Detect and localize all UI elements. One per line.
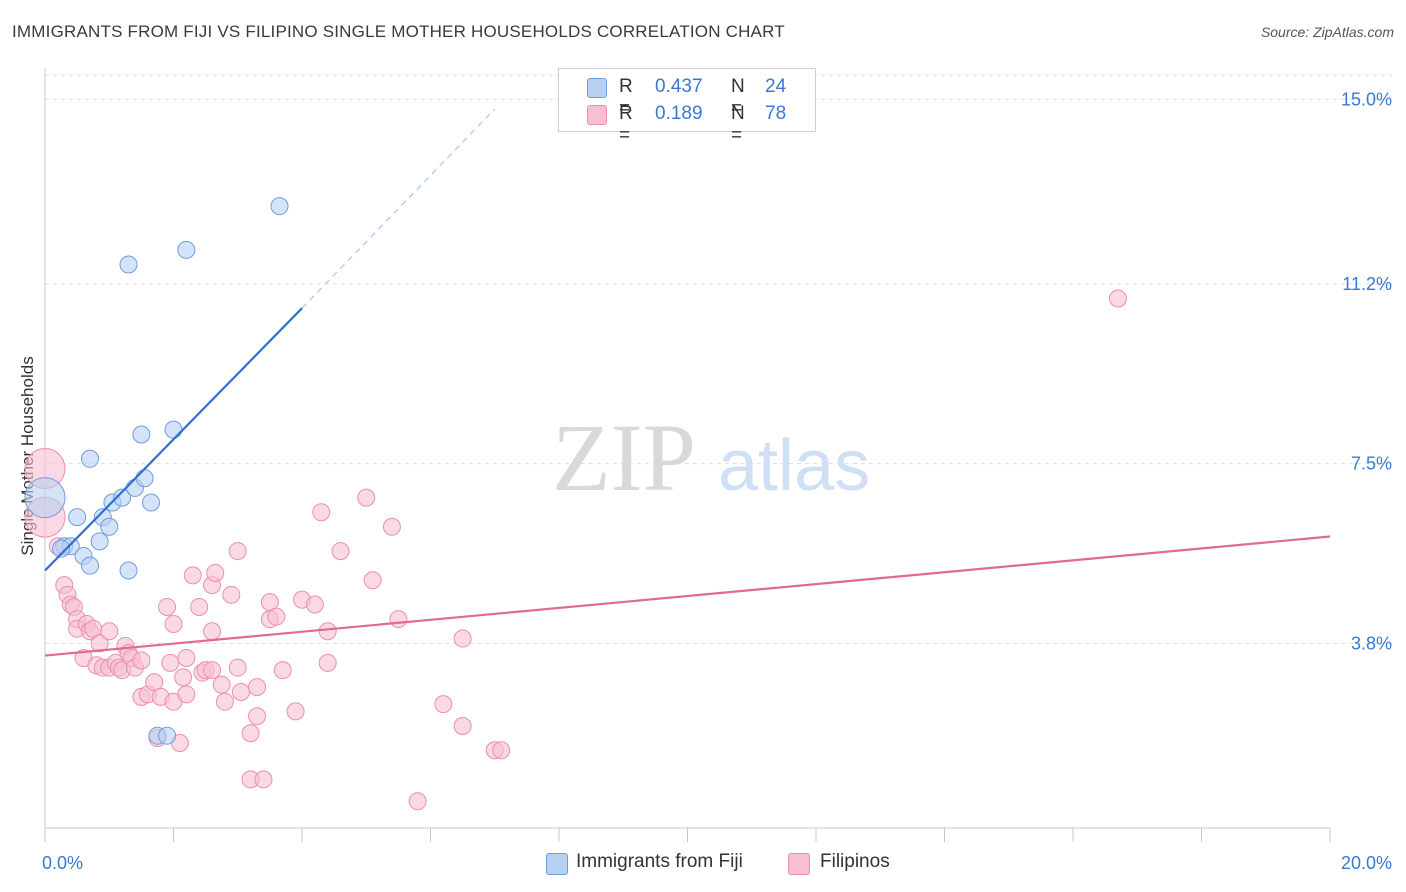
fiji-point: [119, 561, 138, 580]
filipino-point: [231, 682, 250, 701]
fiji-point: [164, 420, 183, 439]
filipino-point: [203, 622, 222, 641]
filipino-point: [363, 571, 382, 590]
filipino-point: [273, 661, 292, 680]
x-tick-labels: 0.0% 20.0%: [42, 853, 1392, 873]
x-tick-label: 20.0%: [1341, 853, 1392, 873]
filipino-point: [177, 685, 196, 704]
legend-r-label: R =: [619, 76, 633, 119]
y-tick-label: 11.2%: [1342, 274, 1392, 294]
fiji-point: [113, 488, 132, 507]
fiji-point: [119, 255, 138, 274]
filipino-point: [158, 597, 177, 616]
legend-n-value: 78: [765, 103, 787, 124]
bottom-legend-filipinos: Filipinos: [820, 851, 890, 872]
filipino-point: [492, 741, 511, 760]
filipinos-trend-line: [44, 535, 1331, 657]
filipino-point: [254, 770, 273, 789]
y-tick-label: 7.5%: [1351, 454, 1392, 474]
gridlines: [45, 74, 1392, 644]
filipinos-points: [24, 289, 1127, 811]
filipinos-swatch: [587, 105, 607, 125]
filipino-point: [203, 661, 222, 680]
legend-r-label: R =: [619, 103, 633, 146]
filipino-point: [132, 651, 151, 670]
filipino-point: [382, 517, 401, 536]
filipino-point: [453, 629, 472, 648]
filipino-point: [228, 658, 247, 677]
bottom-legend-fiji-swatch: [546, 853, 568, 875]
fiji-point: [158, 726, 177, 745]
filipino-point: [183, 566, 202, 585]
filipino-point: [357, 488, 376, 507]
filipino-point: [1108, 289, 1127, 308]
fiji-point: [68, 508, 87, 527]
filipino-point: [212, 675, 231, 694]
filipino-point: [408, 792, 427, 811]
y-tick-label: 15.0%: [1341, 89, 1392, 109]
y-tick-labels: 3.8% 7.5% 11.2% 15.0%: [1341, 89, 1392, 653]
source-label: Source: ZipAtlas.com: [1260, 24, 1394, 40]
filipino-point: [318, 622, 337, 641]
fiji-point: [80, 449, 99, 468]
fiji-trend-line: [44, 307, 303, 572]
legend-n-value: 24: [765, 76, 787, 97]
fiji-point: [80, 556, 99, 575]
fiji-points: [24, 197, 289, 745]
filipino-point: [312, 503, 331, 522]
fiji-point: [142, 493, 161, 512]
legend-n-label: N =: [731, 103, 745, 146]
filipino-point: [434, 695, 453, 714]
chart-title: IMMIGRANTS FROM FIJI VS FILIPINO SINGLE …: [12, 22, 785, 41]
fiji-point: [90, 532, 109, 551]
filipino-point: [177, 648, 196, 667]
filipino-point: [267, 607, 286, 626]
filipino-point: [228, 542, 247, 561]
legend-n-label: N =: [731, 76, 745, 119]
bottom-legend-filipinos-swatch: [788, 853, 810, 875]
watermark-zip: ZIP: [552, 404, 696, 511]
fiji-point: [24, 477, 66, 519]
x-tick-label: 0.0%: [42, 853, 83, 873]
y-tick-label: 3.8%: [1351, 633, 1392, 653]
fiji-point: [52, 539, 71, 558]
filipino-point: [190, 597, 209, 616]
fiji-trend-extension: [301, 108, 496, 309]
watermark-atlas: atlas: [718, 426, 870, 506]
bottom-legend-fiji: Immigrants from Fiji: [576, 851, 743, 872]
filipino-point: [248, 707, 267, 726]
watermark: ZIP atlas: [552, 404, 870, 511]
filipino-point: [318, 653, 337, 672]
filipino-point: [248, 678, 267, 697]
filipino-point: [241, 724, 260, 743]
legend-r-value: 0.437: [655, 76, 703, 97]
filipino-point: [161, 653, 180, 672]
filipino-point: [389, 610, 408, 629]
fiji-point: [177, 240, 196, 259]
fiji-point: [132, 425, 151, 444]
legend-r-value: 0.189: [655, 103, 703, 124]
filipino-point: [331, 542, 350, 561]
filipino-point: [453, 716, 472, 735]
filipino-point: [174, 668, 193, 687]
fiji-point: [100, 517, 119, 536]
filipino-point: [100, 622, 119, 641]
trend-lines: [44, 108, 1331, 657]
fiji-swatch: [587, 78, 607, 98]
filipino-point: [206, 563, 225, 582]
correlation-legend: R = 0.437 N = 24 R = 0.189 N = 78: [558, 68, 816, 146]
filipino-point: [164, 614, 183, 633]
filipino-point: [215, 692, 234, 711]
filipino-point: [222, 585, 241, 604]
filipino-point: [305, 595, 324, 614]
filipino-point: [90, 634, 109, 653]
fiji-point: [270, 197, 289, 216]
fiji-point: [135, 469, 154, 488]
filipino-point: [286, 702, 305, 721]
